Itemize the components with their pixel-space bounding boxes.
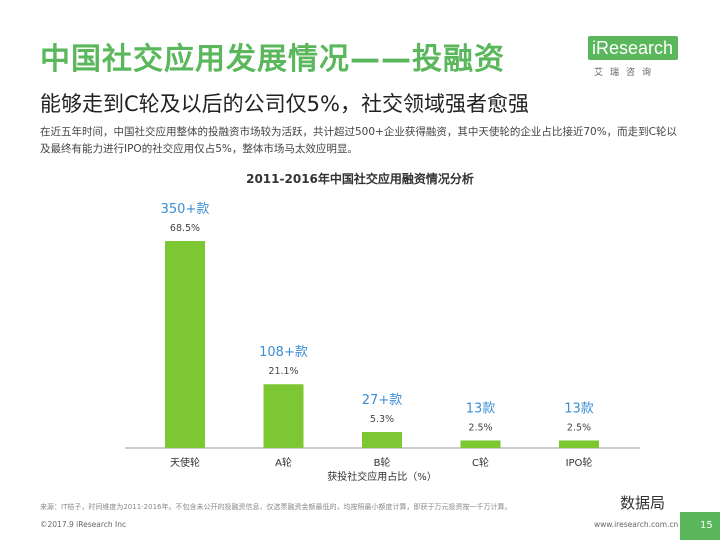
bar-value-label-4: 2.5% [567,422,591,433]
watermark: 数据局 [620,494,666,512]
x-tick-label-4: IPO轮 [566,456,593,469]
x-tick-label-1: A轮 [275,456,292,469]
bar-value-label-1: 21.1% [268,366,298,377]
bar-count-label-0: 350+款 [161,202,210,217]
x-tick-label-3: C轮 [472,456,489,469]
copyright: ©2017.9 iResearch Inc [40,520,127,529]
logo-text: iResearch [592,38,674,58]
logo-badge: iResearch [588,36,678,60]
x-tick-label-2: B轮 [374,456,391,469]
bar-value-label-0: 68.5% [170,223,200,234]
bar-4 [559,440,599,448]
bar-count-label-1: 108+款 [259,345,308,360]
page-subtitle: 能够走到C轮及以后的公司仅5%，社交领域强者愈强 [40,92,529,116]
bar-count-label-4: 13款 [564,401,594,416]
chart-title: 2011-2016年中国社交应用融资情况分析 [246,172,474,186]
bar-1 [263,384,304,448]
iresearch-logo: iResearch 艾瑞咨询 [588,36,688,82]
bar-2 [362,431,402,448]
website: www.iresearch.com.cn [594,520,679,529]
bar-value-label-2: 5.3% [370,414,394,425]
bar-0 [165,241,205,448]
x-axis-label: 获投社交应用占比（%） [327,470,437,483]
bar-count-label-3: 13款 [466,401,496,416]
logo-cn-text: 艾瑞咨询 [594,68,659,78]
page-title: 中国社交应用发展情况——投融资 [40,42,505,77]
source-note: 来源：IT桔子，时间维度为2011-2016年。不包含未公开的投融资信息，仅选票… [40,503,512,511]
page-number: 15 [700,520,713,531]
bar-count-label-2: 27+款 [362,393,402,408]
page-number-bar [680,512,720,540]
bar-value-label-3: 2.5% [468,422,492,433]
x-tick-label-0: 天使轮 [170,456,200,469]
bar-3 [460,440,501,448]
page-description: 在近五年时间，中国社交应用整体的投融资市场较为活跃，共计超过500+企业获得融资… [40,126,678,155]
